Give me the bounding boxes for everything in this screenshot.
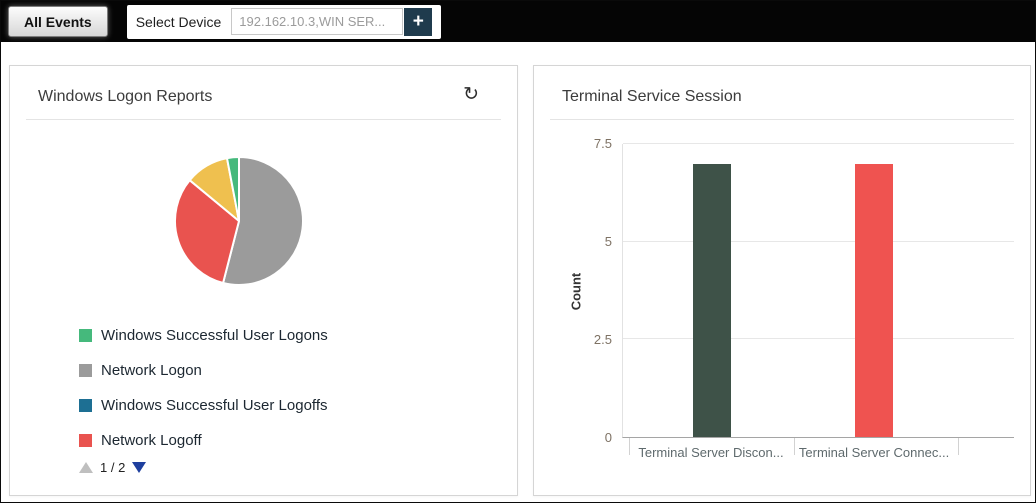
header-divider: [550, 119, 1014, 120]
logon-pie-chart: [174, 155, 304, 286]
legend-label: Network Logoff: [101, 432, 202, 449]
windows-logon-reports-panel: Windows Logon Reports ↻ Windows Successf…: [9, 65, 518, 496]
bar: [855, 163, 894, 437]
select-device-label: Select Device: [135, 13, 222, 30]
legend-label: Windows Successful User Logoffs: [101, 397, 328, 414]
x-axis-tick: [794, 438, 796, 455]
legend-page-indicator: 1 / 2: [100, 460, 126, 475]
add-device-button[interactable]: +: [404, 7, 433, 36]
y-axis-title: Count: [568, 272, 584, 311]
bar: [692, 163, 731, 437]
pie-slice: [222, 156, 304, 286]
panel-title-terminal-service-session: Terminal Service Session: [562, 88, 742, 105]
x-axis-label: Terminal Server Connec...: [798, 445, 950, 460]
panel-title-windows-logon-reports: Windows Logon Reports: [38, 88, 213, 105]
y-tick-label: 0: [604, 430, 612, 445]
x-axis-tick: [629, 438, 631, 455]
gridline: [623, 240, 1014, 242]
header-divider: [26, 119, 501, 120]
terminal-bar-chart: 0 2.5 5 7.5 Terminal Server Discon... Termina…: [594, 136, 1014, 460]
legend-page-down-icon[interactable]: [132, 462, 147, 473]
gridline: [623, 338, 1014, 340]
legend-pager: 1 / 2: [79, 460, 147, 475]
device-input-group: +: [231, 7, 433, 36]
legend-label: Windows Successful User Logons: [101, 327, 328, 344]
legend-swatch-icon: [79, 329, 92, 342]
pie-slice: [174, 179, 240, 284]
all-events-button[interactable]: All Events: [8, 6, 108, 37]
y-tick-label: 2.5: [593, 332, 612, 348]
gridline: [623, 143, 1014, 144]
bar-chart-plot-area: [622, 143, 1014, 438]
y-tick-label: 7.5: [593, 136, 612, 151]
device-input[interactable]: [231, 8, 404, 35]
legend-item: Windows Successful User Logoffs: [79, 388, 328, 423]
legend-item: Windows Successful User Logons: [79, 318, 328, 353]
legend-page-up-icon[interactable]: [79, 462, 93, 473]
pie-slice: [226, 155, 240, 222]
select-device-box: Select Device +: [126, 4, 442, 39]
topbar: All Events Select Device +: [1, 1, 1035, 42]
x-axis-label: Terminal Server Discon...: [638, 445, 784, 460]
legend-item: Network Logon: [79, 353, 328, 388]
terminal-service-session-panel: Terminal Service Session Count 0 2.5 5 7.5 T…: [533, 65, 1031, 496]
legend-label: Network Logon: [101, 362, 202, 379]
legend-item: Network Logoff: [79, 423, 328, 458]
refresh-icon[interactable]: ↻: [463, 84, 479, 105]
pie-legend: Windows Successful User Logons Network Lo…: [79, 318, 328, 458]
legend-swatch-icon: [79, 364, 92, 377]
legend-swatch-icon: [79, 399, 92, 412]
y-tick-label: 5: [604, 234, 612, 250]
x-axis-tick: [957, 438, 959, 455]
legend-swatch-icon: [79, 434, 92, 447]
